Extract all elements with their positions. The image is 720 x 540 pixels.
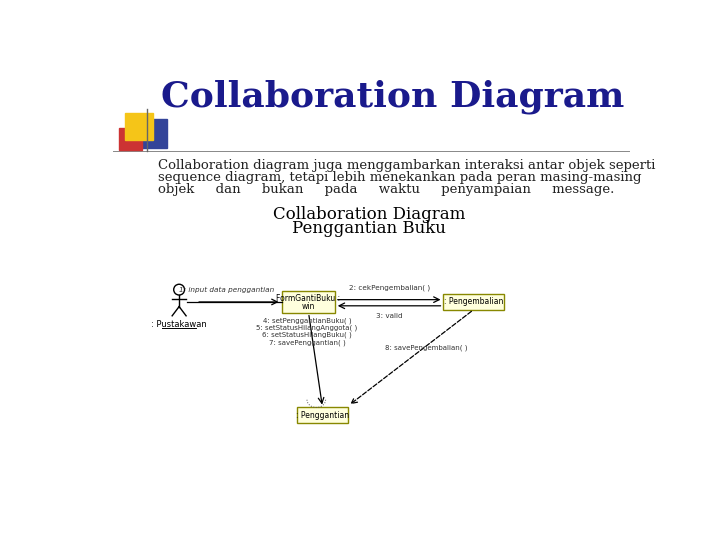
Text: 6: setStatusHilangBuku( ): 6: setStatusHilangBuku( ) [262, 332, 352, 339]
Bar [119, 128, 142, 150]
Text: : Pustakawan: : Pustakawan [151, 320, 207, 329]
Text: sequence diagram, tetapi lebih menekankan pada peran masing-masing: sequence diagram, tetapi lebih menekanka… [158, 171, 642, 184]
Bar [125, 112, 153, 140]
FancyBboxPatch shape [444, 294, 504, 309]
Text: 3: valid: 3: valid [376, 313, 402, 319]
Text: FormGantiBuku :: FormGantiBuku : [276, 294, 341, 302]
Text: 1: input data penggantian: 1: input data penggantian [179, 287, 274, 293]
Text: 5: setStatusHilangAnggota( ): 5: setStatusHilangAnggota( ) [256, 325, 358, 331]
FancyBboxPatch shape [297, 408, 348, 423]
Text: 8: savePengembalian( ): 8: savePengembalian( ) [385, 345, 467, 351]
FancyBboxPatch shape [282, 291, 335, 313]
Text: Collaboration Diagram: Collaboration Diagram [161, 80, 624, 114]
Text: Collaboration Diagram: Collaboration Diagram [273, 206, 465, 224]
Text: 7: savePenggantian( ): 7: savePenggantian( ) [269, 339, 346, 346]
Text: Penggantian Buku: Penggantian Buku [292, 220, 446, 237]
Text: win: win [302, 302, 315, 311]
Bar [139, 119, 167, 148]
Text: 2: cekPengembalian( ): 2: cekPengembalian( ) [348, 285, 430, 291]
Text: : Penggantian: : Penggantian [296, 410, 349, 420]
Text: objek     dan     bukan     pada     waktu     penyampaian     message.: objek dan bukan pada waktu penyampaian m… [158, 184, 615, 197]
Text: Collaboration diagram juga menggambarkan interaksi antar objek seperti: Collaboration diagram juga menggambarkan… [158, 159, 656, 172]
Text: : Pengembalian: : Pengembalian [444, 298, 503, 307]
Text: 4: setPenggantianBuku( ): 4: setPenggantianBuku( ) [263, 318, 351, 324]
